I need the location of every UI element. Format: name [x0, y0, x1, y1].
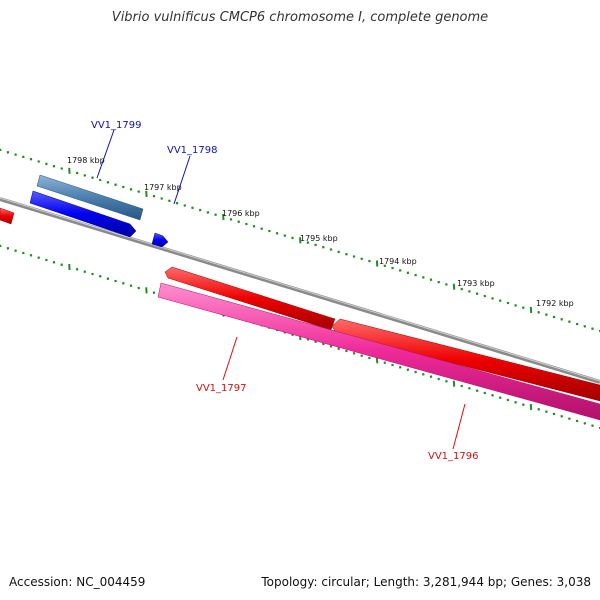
gene-vv1-1796-feature[interactable]	[331, 318, 600, 402]
map-title: Vibrio vulnificus CMCP6 chromosome I, co…	[111, 10, 489, 25]
gene-left-edge-feature[interactable]	[0, 207, 15, 225]
scale-label-1792: 1792 kbp	[536, 299, 574, 308]
accession-text: Accession: NC_004459	[9, 575, 146, 589]
chromosome-backbone	[0, 197, 600, 384]
scale-label-1798: 1798 kbp	[67, 156, 105, 165]
gene-vv1-1797-feature[interactable]	[164, 266, 336, 331]
label-line-vv1-1797	[222, 336, 238, 381]
scale-label-1794: 1794 kbp	[379, 257, 417, 266]
gene-vv1-1799-track[interactable]	[29, 190, 137, 238]
gene-label-vv1-1798[interactable]: VV1_1798	[167, 145, 218, 156]
scale-label-1795: 1795 kbp	[300, 234, 338, 243]
chromosome-backbone-highlight	[0, 197, 600, 382]
gene-vv1-1799-feature[interactable]	[36, 174, 144, 221]
scale-label-1793: 1793 kbp	[457, 279, 495, 288]
gene-label-vv1-1796[interactable]: VV1_1796	[428, 451, 479, 462]
label-line-vv1-1796	[452, 403, 466, 450]
label-line-vv1-1798	[173, 155, 191, 205]
scale-ticks-inner	[0, 244, 600, 430]
gene-label-vv1-1797[interactable]: VV1_1797	[196, 383, 247, 394]
gene-label-vv1-1799[interactable]: VV1_1799	[91, 120, 142, 131]
scale-ticks-outer	[0, 148, 600, 333]
gene-vv1-1798-feature[interactable]	[151, 232, 169, 248]
gene-vv1-1797-1796-track[interactable]	[157, 282, 600, 421]
scale-label-1797: 1797 kbp	[144, 183, 182, 192]
label-line-vv1-1799	[96, 129, 115, 179]
scale-label-1796: 1796 kbp	[222, 209, 260, 218]
genome-summary-text: Topology: circular; Length: 3,281,944 bp…	[261, 575, 591, 589]
